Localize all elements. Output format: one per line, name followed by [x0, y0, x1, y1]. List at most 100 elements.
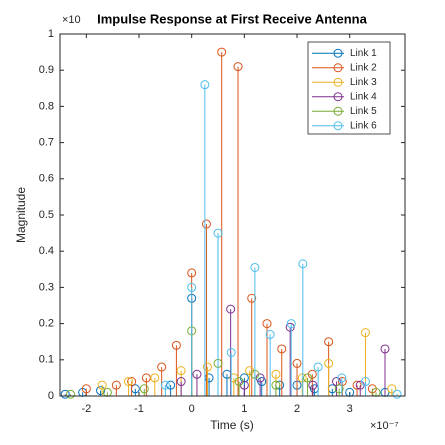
stem	[150, 373, 160, 396]
stem-marker	[392, 389, 402, 399]
stem-marker	[380, 344, 390, 354]
stem-marker	[217, 47, 227, 57]
y-tick-label: 0.7	[39, 137, 54, 149]
stem-marker	[123, 377, 133, 387]
x-tick-label: 3	[347, 403, 353, 415]
stem-marker	[292, 358, 302, 368]
stem	[352, 380, 362, 396]
stem-marker	[176, 366, 186, 376]
stem-marker	[233, 62, 243, 72]
y-tick-label: 0	[48, 390, 54, 402]
x-multiplier: ×10⁻⁷	[370, 420, 398, 432]
stem	[337, 377, 347, 396]
stem	[233, 62, 243, 396]
stem-marker	[324, 358, 334, 368]
stem-marker	[277, 344, 287, 354]
y-tick-label: 0.5	[39, 209, 54, 221]
stem	[226, 304, 236, 396]
stem-marker	[226, 304, 236, 314]
y-tick-label: 0.6	[39, 173, 54, 185]
stem-marker	[234, 377, 244, 387]
stem-marker	[201, 219, 211, 229]
y-tick-label: 0.9	[39, 64, 54, 76]
stem-marker	[271, 380, 281, 390]
stem	[286, 319, 296, 396]
x-tick-label: 0	[189, 403, 195, 415]
legend-marker	[333, 92, 343, 102]
stem-marker	[265, 329, 275, 339]
stem-marker	[97, 380, 107, 390]
stem-marker	[60, 389, 70, 399]
y-tick-label: 0.3	[39, 281, 54, 293]
stem-marker	[96, 386, 106, 396]
stem	[334, 384, 344, 396]
stem-marker	[111, 380, 121, 390]
stem-marker	[81, 384, 91, 394]
chart-title: Impulse Response at First Receive Antenn…	[97, 11, 367, 26]
stem	[387, 384, 397, 396]
legend-marker	[333, 106, 343, 116]
stem-marker	[187, 282, 197, 292]
x-tick-label: -1	[134, 403, 144, 415]
stem	[213, 228, 223, 396]
stem	[313, 362, 323, 396]
stem	[160, 380, 170, 396]
stem	[217, 47, 227, 396]
stem	[271, 380, 281, 396]
y-tick-label: 0.1	[39, 354, 54, 366]
stem	[97, 380, 107, 396]
stem	[226, 348, 236, 396]
stem	[360, 377, 370, 396]
stem	[192, 369, 202, 396]
legend-marker	[333, 77, 343, 87]
y-tick-label: 0.8	[39, 100, 54, 112]
stem	[166, 380, 176, 396]
stem	[139, 384, 149, 396]
stem-marker	[166, 380, 176, 390]
stem	[111, 380, 121, 396]
stem-marker	[286, 319, 296, 329]
stem-marker	[187, 268, 197, 278]
stem-marker	[66, 389, 76, 399]
axes-box	[59, 33, 406, 397]
x-tick-label: -2	[81, 403, 91, 415]
stem-marker	[160, 380, 170, 390]
stem-marker	[176, 377, 186, 387]
stem	[234, 377, 244, 396]
legend-label: Link 3	[350, 77, 377, 88]
stem-marker	[262, 319, 272, 329]
stem	[123, 377, 133, 396]
legend-label: Link 4	[350, 91, 377, 102]
legend-label: Link 6	[350, 120, 377, 131]
stem	[96, 386, 106, 396]
y-tick-label: 1	[48, 28, 54, 40]
stem	[324, 358, 334, 396]
stem-marker	[324, 337, 334, 347]
stem	[380, 344, 390, 396]
stem-marker	[387, 384, 397, 394]
stem	[262, 319, 272, 396]
stem-marker	[313, 362, 323, 372]
stem	[201, 219, 211, 396]
y-tick-label: 0.4	[39, 245, 54, 257]
stem-marker	[308, 380, 318, 390]
legend-label: Link 2	[350, 62, 377, 73]
stem-marker	[139, 384, 149, 394]
legend-label: Link 1	[350, 48, 377, 59]
stem-marker	[360, 377, 370, 387]
stem	[81, 384, 91, 396]
y-tick-label: 0.2	[39, 318, 54, 330]
stem	[265, 329, 275, 396]
stem	[277, 344, 287, 396]
stem	[187, 282, 197, 396]
legend-box	[307, 41, 391, 135]
stem-marker	[297, 373, 307, 383]
stem-marker	[298, 259, 308, 269]
x-tick-label: 2	[294, 403, 300, 415]
stem-marker	[337, 377, 347, 387]
stem	[176, 377, 186, 396]
stem-marker	[352, 380, 362, 390]
stem-marker	[334, 384, 344, 394]
stem	[200, 80, 210, 396]
